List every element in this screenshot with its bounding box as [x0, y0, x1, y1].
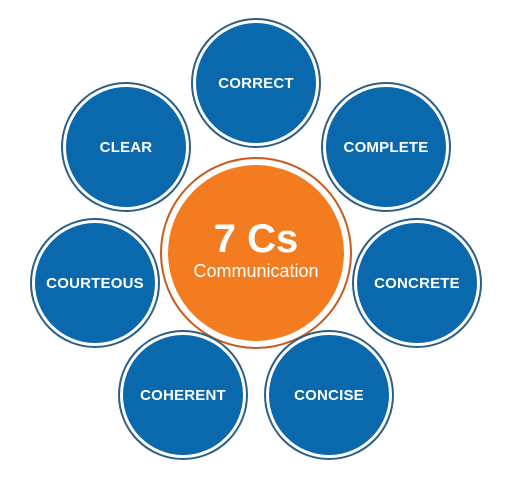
label-concise: CONCISE	[294, 386, 364, 404]
circle-concrete: CONCRETE	[352, 218, 482, 348]
label-concrete: CONCRETE	[374, 274, 460, 292]
circle-clear-fill: CLEAR	[66, 87, 186, 207]
circle-coherent: COHERENT	[118, 330, 248, 460]
circle-coherent-fill: COHERENT	[123, 335, 243, 455]
circle-concise-fill: CONCISE	[269, 335, 389, 455]
center-title: 7 Cs	[213, 217, 299, 261]
circle-complete: COMPLETE	[321, 82, 451, 212]
circle-concrete-fill: CONCRETE	[357, 223, 477, 343]
circle-courteous-fill: COURTEOUS	[35, 223, 155, 343]
circle-correct: CORRECT	[191, 18, 321, 148]
label-correct: CORRECT	[218, 74, 294, 92]
center-subtitle: Communication	[193, 261, 319, 281]
label-clear: CLEAR	[99, 138, 153, 156]
circle-concise: CONCISE	[264, 330, 394, 460]
label-courteous: COURTEOUS	[46, 274, 144, 292]
center-circle: 7 Cs Communication	[160, 157, 352, 349]
label-complete: COMPLETE	[343, 138, 429, 156]
circle-clear: CLEAR	[61, 82, 191, 212]
label-coherent: COHERENT	[140, 386, 226, 404]
circle-complete-fill: COMPLETE	[326, 87, 446, 207]
circle-correct-fill: CORRECT	[196, 23, 316, 143]
circle-courteous: COURTEOUS	[30, 218, 160, 348]
center-circle-fill: 7 Cs Communication	[168, 165, 344, 341]
